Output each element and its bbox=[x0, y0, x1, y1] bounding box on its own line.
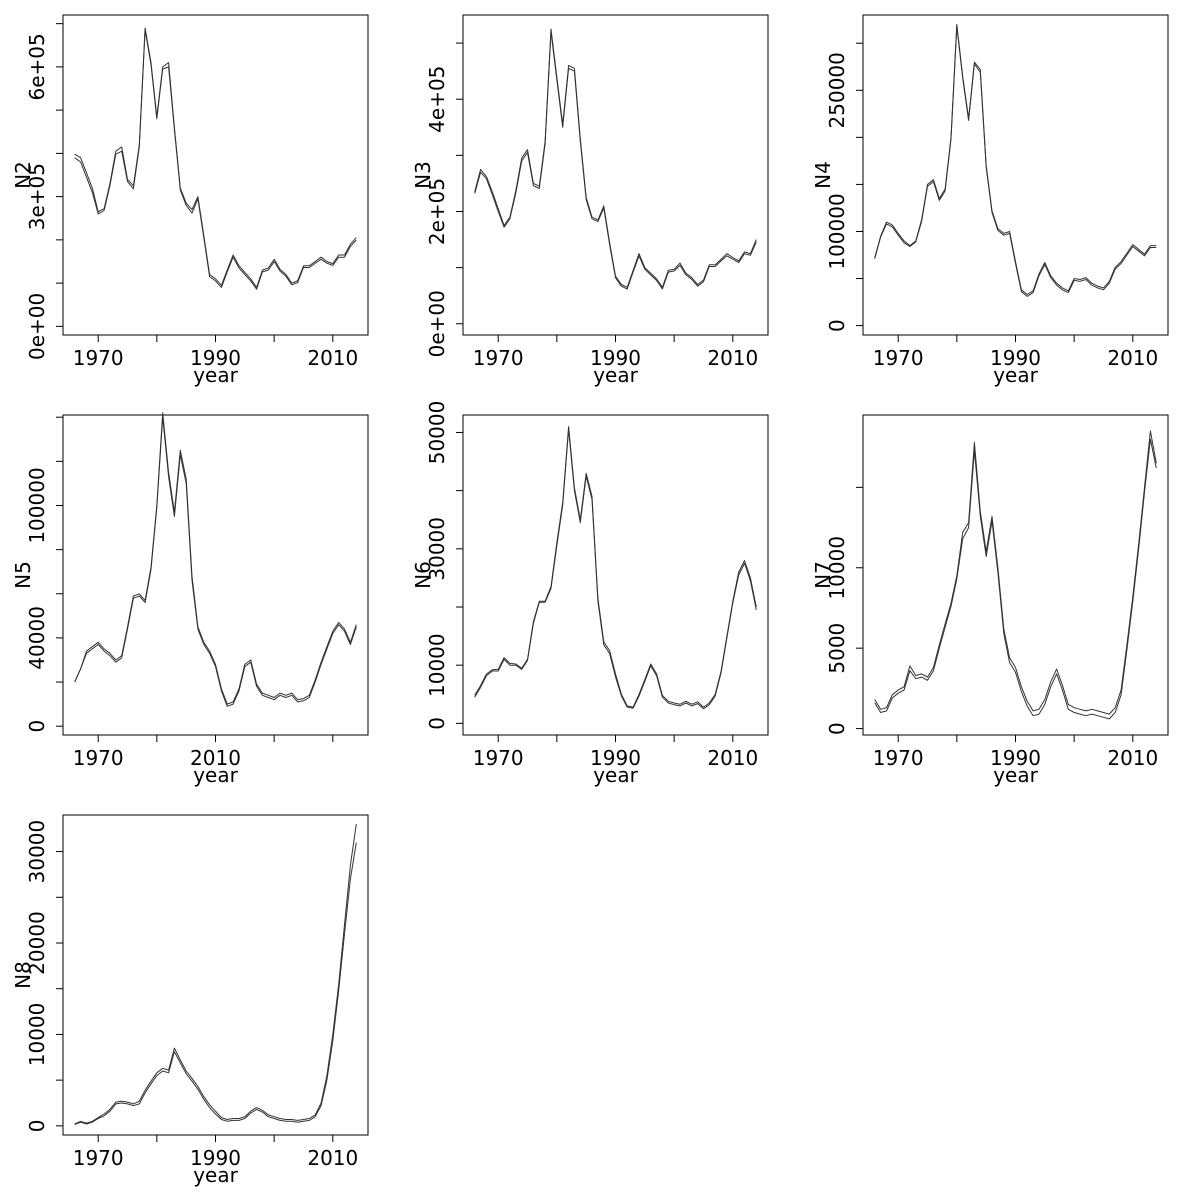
y-tick-label: 40000 bbox=[25, 606, 49, 670]
y-axis-label: N7 bbox=[811, 561, 835, 589]
x-tick-label: 2010 bbox=[1107, 346, 1158, 370]
x-tick-label: 1990 bbox=[590, 746, 641, 770]
series-line-1 bbox=[74, 824, 357, 1125]
y-tick-label: 0 bbox=[425, 717, 449, 730]
y-tick-label: 10000 bbox=[425, 633, 449, 697]
series-line-1 bbox=[474, 426, 757, 708]
x-tick-label: 2010 bbox=[707, 746, 758, 770]
y-tick-label: 30000 bbox=[25, 820, 49, 884]
y-tick-label: 250000 bbox=[825, 52, 849, 128]
chart-panel-n3: 1970 1990 2010 0e+00 2e+05 4e+05 year N3 bbox=[400, 0, 800, 400]
y-axis-label: N2 bbox=[11, 161, 35, 189]
chart-panel-n7: 1970 1990 2010 0 5000 10000 year N7 bbox=[800, 400, 1200, 800]
x-tick-label: 1970 bbox=[873, 346, 924, 370]
y-tick-label: 0 bbox=[25, 1119, 49, 1132]
x-tick-label: 2010 bbox=[307, 1146, 358, 1170]
series-line-1 bbox=[874, 430, 1157, 715]
chart-svg: 1970 1990 2010 0e+00 3e+05 6e+05 year N2 bbox=[11, 14, 369, 387]
series-line-1 bbox=[74, 412, 357, 705]
x-tick-label: 1970 bbox=[73, 1146, 124, 1170]
plot-frame bbox=[462, 14, 769, 336]
plot-frame bbox=[62, 414, 369, 736]
x-tick-label: 1970 bbox=[73, 746, 124, 770]
x-tick-label: 2010 bbox=[307, 346, 358, 370]
y-tick-label: 2e+05 bbox=[425, 178, 449, 245]
series-line-1 bbox=[874, 23, 1157, 295]
y-tick-label: 0 bbox=[825, 319, 849, 332]
x-tick-label: 2010 bbox=[1107, 746, 1158, 770]
series-line-2 bbox=[74, 29, 357, 290]
chart-panel-n2: 1970 1990 2010 0e+00 3e+05 6e+05 year N2 bbox=[0, 0, 400, 400]
x-tick-label: 1970 bbox=[473, 346, 524, 370]
y-tick-label: 0e+00 bbox=[25, 293, 49, 360]
y-axis-label: N6 bbox=[411, 561, 435, 589]
x-axis-label: year bbox=[993, 363, 1038, 387]
y-tick-label: 20000 bbox=[25, 911, 49, 975]
x-axis-label: year bbox=[193, 1163, 238, 1187]
x-tick-label: 1970 bbox=[73, 346, 124, 370]
x-tick-label: 2010 bbox=[707, 346, 758, 370]
y-axis-label: N5 bbox=[11, 561, 35, 589]
y-tick-label: 0 bbox=[25, 720, 49, 733]
series-line-2 bbox=[874, 438, 1157, 720]
x-axis-label: year bbox=[193, 763, 238, 787]
chart-panel-n5: 1970 2010 0 40000 100000 year N5 bbox=[0, 400, 400, 800]
series-line-1 bbox=[474, 28, 757, 288]
chart-panel-n6: 1970 1990 2010 0 10000 30000 50000 year N6 bbox=[400, 400, 800, 800]
y-axis-label: N3 bbox=[411, 161, 435, 189]
chart-svg: 1970 1990 2010 0 10000 30000 50000 year N6 bbox=[411, 401, 769, 787]
y-axis-label: N4 bbox=[811, 161, 835, 189]
x-tick-label: 1990 bbox=[190, 1146, 241, 1170]
x-tick-label: 2010 bbox=[190, 746, 241, 770]
y-tick-label: 0e+00 bbox=[425, 290, 449, 357]
series-line-2 bbox=[74, 842, 357, 1125]
y-tick-label: 50000 bbox=[425, 401, 449, 465]
y-tick-label: 10000 bbox=[25, 1003, 49, 1067]
series-line-1 bbox=[74, 27, 357, 288]
chart-svg: 1970 1990 2010 0e+00 2e+05 4e+05 year N3 bbox=[411, 14, 769, 387]
chart-panel-n8: 1970 1990 2010 0 10000 20000 30000 year N8 bbox=[0, 800, 400, 1200]
series-line-2 bbox=[474, 31, 757, 290]
y-tick-label: 3e+05 bbox=[25, 163, 49, 230]
y-tick-label: 30000 bbox=[425, 517, 449, 581]
plot-frame bbox=[462, 414, 769, 736]
y-tick-label: 6e+05 bbox=[25, 33, 49, 100]
y-tick-label: 4e+05 bbox=[425, 66, 449, 133]
plot-frame bbox=[62, 14, 369, 336]
chart-svg: 1970 1990 2010 0 10000 20000 30000 year N8 bbox=[11, 814, 369, 1187]
x-axis-label: year bbox=[993, 763, 1038, 787]
x-tick-label: 1990 bbox=[190, 346, 241, 370]
series-line-2 bbox=[74, 416, 357, 707]
chart-svg: 1970 2010 0 40000 100000 year N5 bbox=[11, 412, 369, 787]
x-tick-label: 1990 bbox=[990, 346, 1041, 370]
y-tick-label: 0 bbox=[825, 722, 849, 735]
y-tick-label: 5000 bbox=[825, 623, 849, 674]
chart-svg: 1970 1990 2010 0 5000 10000 year N7 bbox=[811, 414, 1169, 787]
series-line-2 bbox=[874, 25, 1157, 297]
series-line-2 bbox=[474, 429, 757, 710]
x-tick-label: 1970 bbox=[473, 746, 524, 770]
y-tick-label: 100000 bbox=[825, 193, 849, 269]
x-tick-label: 1970 bbox=[873, 746, 924, 770]
plot-frame bbox=[62, 814, 369, 1136]
chart-svg: 1970 1990 2010 0 100000 250000 year N4 bbox=[811, 14, 1169, 387]
y-tick-label: 100000 bbox=[25, 467, 49, 543]
x-axis-label: year bbox=[593, 763, 638, 787]
chart-panel-n4: 1970 1990 2010 0 100000 250000 year N4 bbox=[800, 0, 1200, 400]
x-axis-label: year bbox=[593, 363, 638, 387]
y-axis-label: N8 bbox=[11, 961, 35, 989]
y-tick-label: 10000 bbox=[825, 536, 849, 600]
x-tick-label: 1990 bbox=[990, 746, 1041, 770]
x-axis-label: year bbox=[193, 363, 238, 387]
plot-frame bbox=[862, 14, 1169, 336]
x-tick-label: 1990 bbox=[590, 346, 641, 370]
